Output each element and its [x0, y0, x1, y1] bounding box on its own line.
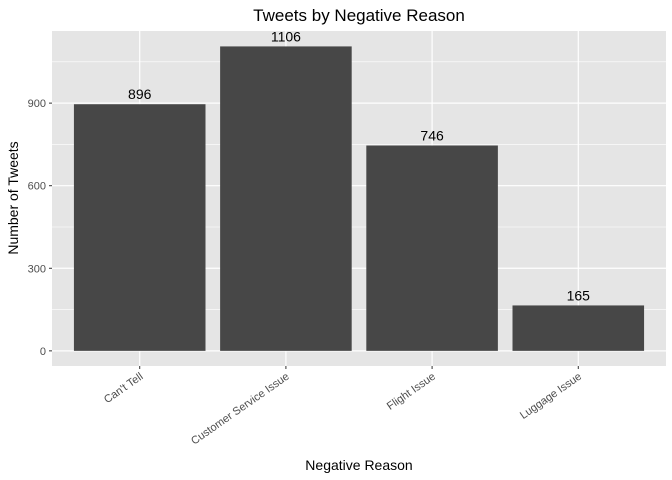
x-tick-label: Customer Service Issue	[189, 371, 292, 448]
x-tick-label: Flight Issue	[385, 371, 438, 413]
y-axis-title: Number of Tweets	[5, 141, 21, 254]
bar	[366, 145, 498, 351]
y-axis: 0 300 600 900	[28, 98, 52, 358]
bar-value-label: 165	[567, 287, 591, 303]
x-tick-label: Can't Tell	[102, 371, 146, 406]
y-tick-label: 600	[28, 181, 46, 193]
y-tick-label: 900	[28, 98, 46, 110]
y-tick-label: 300	[28, 263, 46, 275]
data-labels: 896 1106 746 165	[128, 28, 590, 303]
bar	[512, 305, 645, 351]
bar-value-label: 896	[128, 86, 152, 102]
x-axis: Can't Tell Customer Service Issue Flight I…	[102, 366, 584, 447]
bar	[73, 104, 206, 351]
bar-value-label: 1106	[271, 28, 301, 44]
x-tick-label: Luggage Issue	[518, 371, 584, 422]
chart-title: Tweets by Negative Reason	[253, 6, 465, 25]
y-tick-label: 0	[40, 346, 46, 358]
bar	[220, 46, 352, 351]
bar-value-label: 746	[420, 128, 444, 144]
bars	[73, 46, 645, 351]
x-axis-title: Negative Reason	[305, 457, 412, 473]
